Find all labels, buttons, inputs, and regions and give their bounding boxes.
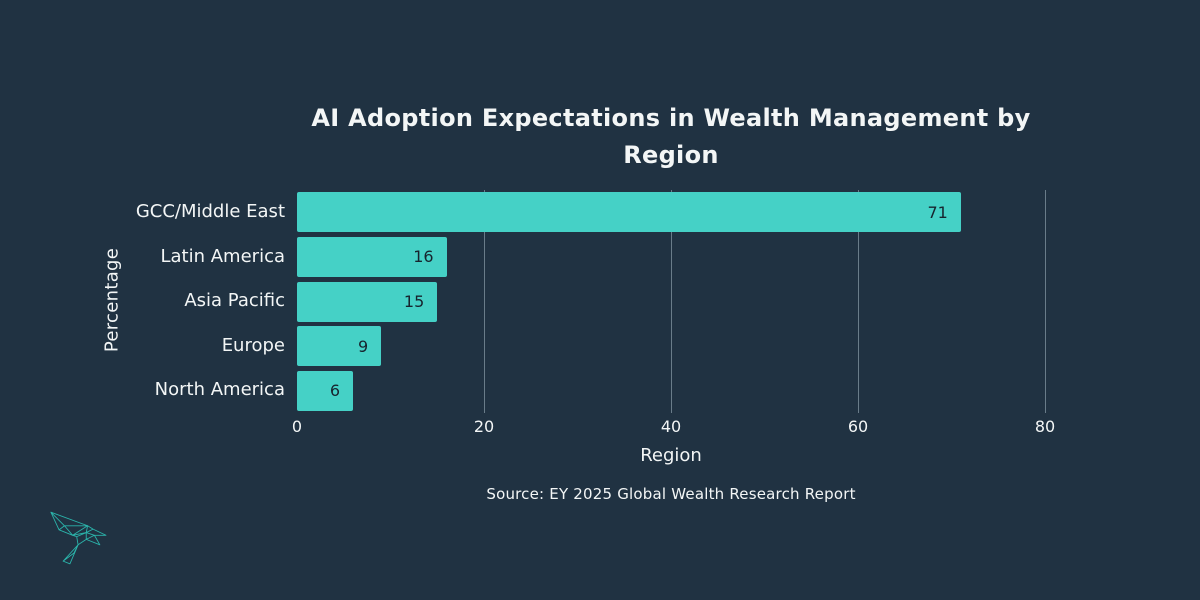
source-caption: Source: EY 2025 Global Wealth Research R…: [486, 485, 856, 503]
gridline: [858, 190, 859, 413]
bar-value-label: 15: [403, 292, 425, 311]
chart-title-line1: AI Adoption Expectations in Wealth Manag…: [311, 104, 1031, 132]
gridline: [484, 190, 485, 413]
bar: 71: [297, 192, 961, 233]
bar-value-label: 71: [927, 202, 948, 222]
bar: 9: [297, 326, 382, 367]
x-tick-label: 80: [1034, 417, 1056, 436]
bar: 15: [297, 281, 438, 322]
category-label: Asia Pacific: [184, 290, 285, 312]
x-tick-label: 0: [291, 417, 303, 436]
bar: 6: [297, 370, 354, 411]
x-tick-label: 40: [660, 417, 682, 436]
hummingbird-logo: [50, 511, 107, 565]
hummingbird-beak-head: [85, 525, 107, 536]
bar-value-label: 6: [329, 381, 341, 401]
category-label: Latin America: [160, 245, 286, 267]
bar-value-label: 16: [413, 247, 434, 267]
gridline: [671, 190, 672, 413]
chart-title-line2: Region: [623, 141, 719, 169]
chart-title: AI Adoption Expectations in Wealth Manag…: [271, 100, 1071, 174]
x-tick-label: 20: [473, 417, 495, 436]
bar: 16: [297, 236, 447, 277]
category-label: Europe: [221, 334, 285, 356]
hummingbird-wing: [50, 511, 89, 536]
hummingbird-tail: [62, 544, 79, 565]
gridline: [1045, 190, 1046, 413]
hummingbird-body: [72, 532, 101, 546]
x-tick-label: 60: [847, 417, 869, 436]
category-label: GCC/Middle East: [135, 201, 285, 222]
category-label: North America: [154, 379, 285, 401]
bar-value-label: 9: [357, 336, 369, 356]
x-axis-label: Region: [640, 445, 702, 466]
